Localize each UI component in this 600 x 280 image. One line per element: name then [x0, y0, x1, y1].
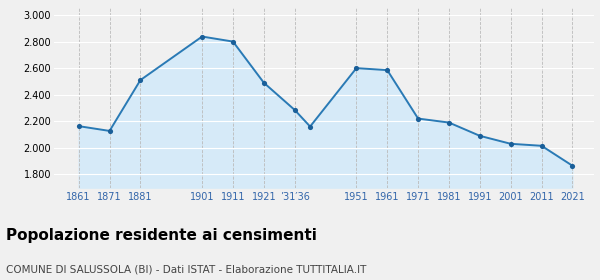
Point — [382, 68, 392, 72]
Point — [228, 39, 238, 44]
Point — [506, 142, 515, 146]
Point — [105, 129, 115, 133]
Point — [136, 78, 145, 82]
Point — [444, 120, 454, 125]
Point — [290, 108, 299, 112]
Point — [197, 34, 207, 39]
Point — [568, 164, 577, 168]
Text: COMUNE DI SALUSSOLA (BI) - Dati ISTAT - Elaborazione TUTTITALIA.IT: COMUNE DI SALUSSOLA (BI) - Dati ISTAT - … — [6, 265, 367, 275]
Point — [475, 134, 485, 138]
Point — [537, 144, 547, 148]
Text: Popolazione residente ai censimenti: Popolazione residente ai censimenti — [6, 228, 317, 243]
Point — [259, 80, 269, 85]
Point — [413, 116, 423, 121]
Point — [305, 124, 315, 129]
Point — [74, 124, 83, 129]
Point — [352, 66, 361, 70]
